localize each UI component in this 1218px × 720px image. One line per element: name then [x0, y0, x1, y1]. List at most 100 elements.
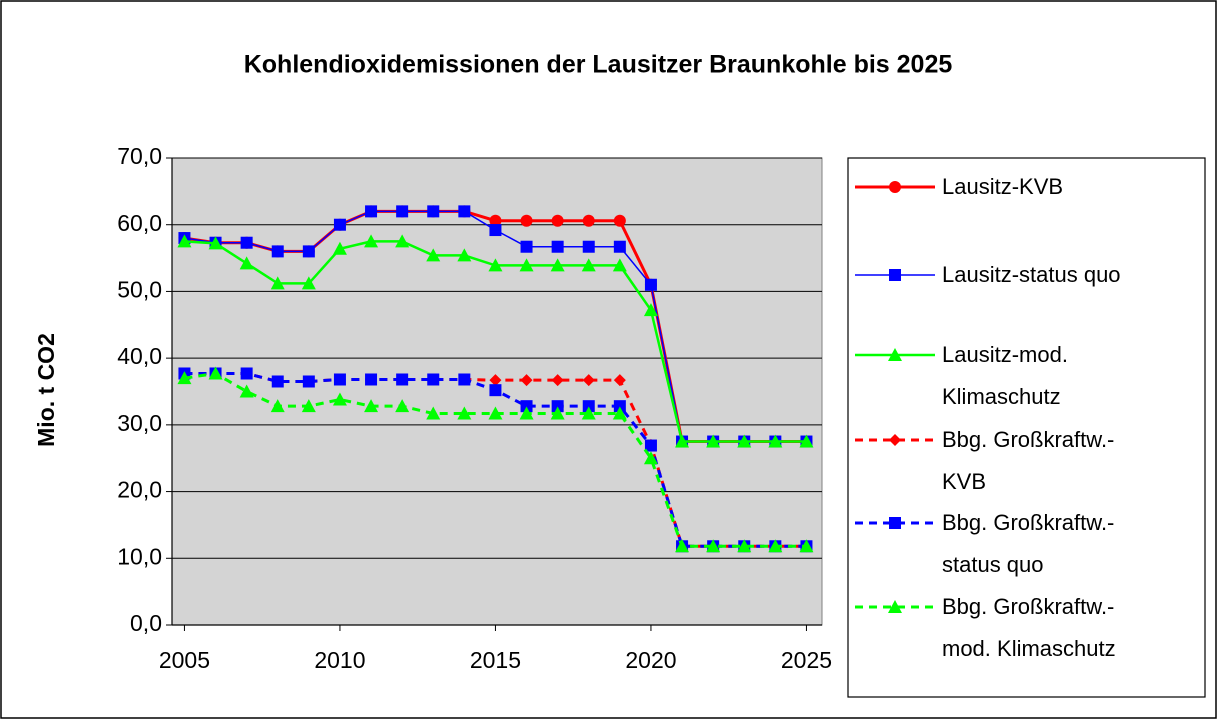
y-tick-label: 40,0	[117, 343, 162, 369]
marker	[208, 366, 223, 380]
marker	[488, 406, 503, 420]
marker	[889, 434, 901, 446]
x-tick-label: 2005	[159, 647, 210, 673]
marker	[613, 400, 626, 413]
marker	[675, 434, 690, 448]
marker	[488, 258, 503, 272]
series-line	[184, 371, 807, 548]
marker	[799, 539, 814, 553]
legend-label: Bbg. Großkraftw.- KVB	[942, 427, 1115, 494]
marker	[177, 371, 192, 385]
x-tick-label: 2025	[781, 647, 832, 673]
y-tick-label: 30,0	[117, 410, 162, 436]
marker	[613, 214, 626, 227]
marker	[768, 434, 783, 448]
marker	[240, 367, 253, 380]
marker	[457, 406, 472, 420]
marker	[706, 539, 721, 553]
marker	[520, 374, 533, 387]
x-tick-label: 2020	[625, 647, 676, 673]
marker	[270, 399, 285, 413]
marker	[365, 205, 378, 218]
legend-label: Bbg. Großkraftw.- status quo	[942, 510, 1115, 577]
marker	[239, 384, 254, 398]
marker	[551, 400, 564, 413]
marker	[520, 400, 533, 413]
marker	[519, 258, 534, 272]
marker	[208, 236, 223, 250]
marker	[240, 236, 253, 249]
marker	[426, 406, 441, 420]
y-tick-label: 70,0	[117, 143, 162, 169]
marker	[302, 375, 315, 388]
marker	[427, 373, 440, 386]
marker	[426, 248, 441, 262]
marker	[737, 434, 752, 448]
marker	[396, 373, 409, 386]
marker	[302, 245, 315, 258]
marker	[332, 392, 347, 406]
marker	[581, 406, 596, 420]
marker	[643, 303, 658, 317]
marker	[270, 276, 285, 290]
x-tick-label: 2010	[314, 647, 365, 673]
marker	[364, 234, 379, 248]
marker	[520, 214, 533, 227]
legend-label: Lausitz-mod. Klimaschutz	[942, 342, 1068, 409]
marker	[612, 258, 627, 272]
y-axis-label: Mio. t CO2	[33, 333, 59, 447]
marker	[489, 224, 502, 237]
marker	[551, 240, 564, 253]
y-tick-label: 50,0	[117, 277, 162, 303]
marker	[396, 205, 409, 218]
marker	[364, 399, 379, 413]
marker	[889, 181, 901, 193]
marker	[644, 278, 657, 291]
marker	[489, 374, 502, 387]
y-tick-label: 20,0	[117, 477, 162, 503]
marker	[457, 248, 472, 262]
marker	[239, 256, 254, 270]
marker	[643, 451, 658, 465]
marker	[582, 214, 595, 227]
marker	[737, 539, 752, 553]
marker	[888, 600, 902, 613]
marker	[888, 348, 902, 361]
marker	[177, 234, 192, 248]
y-tick-label: 60,0	[117, 210, 162, 236]
marker	[519, 406, 534, 420]
marker	[365, 373, 378, 386]
legend-label: Bbg. Großkraftw.- mod. Klimaschutz	[942, 594, 1116, 661]
marker	[612, 406, 627, 420]
marker	[458, 373, 471, 386]
marker	[582, 400, 595, 413]
marker	[582, 240, 595, 253]
marker	[271, 375, 284, 388]
y-tick-label: 0,0	[130, 610, 162, 636]
y-tick-label: 10,0	[117, 543, 162, 569]
marker	[395, 399, 410, 413]
marker	[520, 240, 533, 253]
marker	[675, 539, 690, 553]
marker	[889, 517, 901, 529]
marker	[613, 240, 626, 253]
marker	[550, 258, 565, 272]
marker	[644, 439, 657, 452]
legend-label: Lausitz-KVB	[942, 174, 1064, 199]
marker	[550, 406, 565, 420]
legend-label: Lausitz-status quo	[942, 262, 1121, 287]
marker	[427, 205, 440, 218]
marker	[271, 245, 284, 258]
marker	[489, 384, 502, 397]
marker	[332, 241, 347, 255]
marker	[582, 374, 595, 387]
marker	[581, 258, 596, 272]
marker	[551, 214, 564, 227]
marker	[458, 205, 471, 218]
marker	[489, 214, 502, 227]
marker	[613, 374, 626, 387]
marker	[889, 269, 901, 281]
marker	[395, 234, 410, 248]
